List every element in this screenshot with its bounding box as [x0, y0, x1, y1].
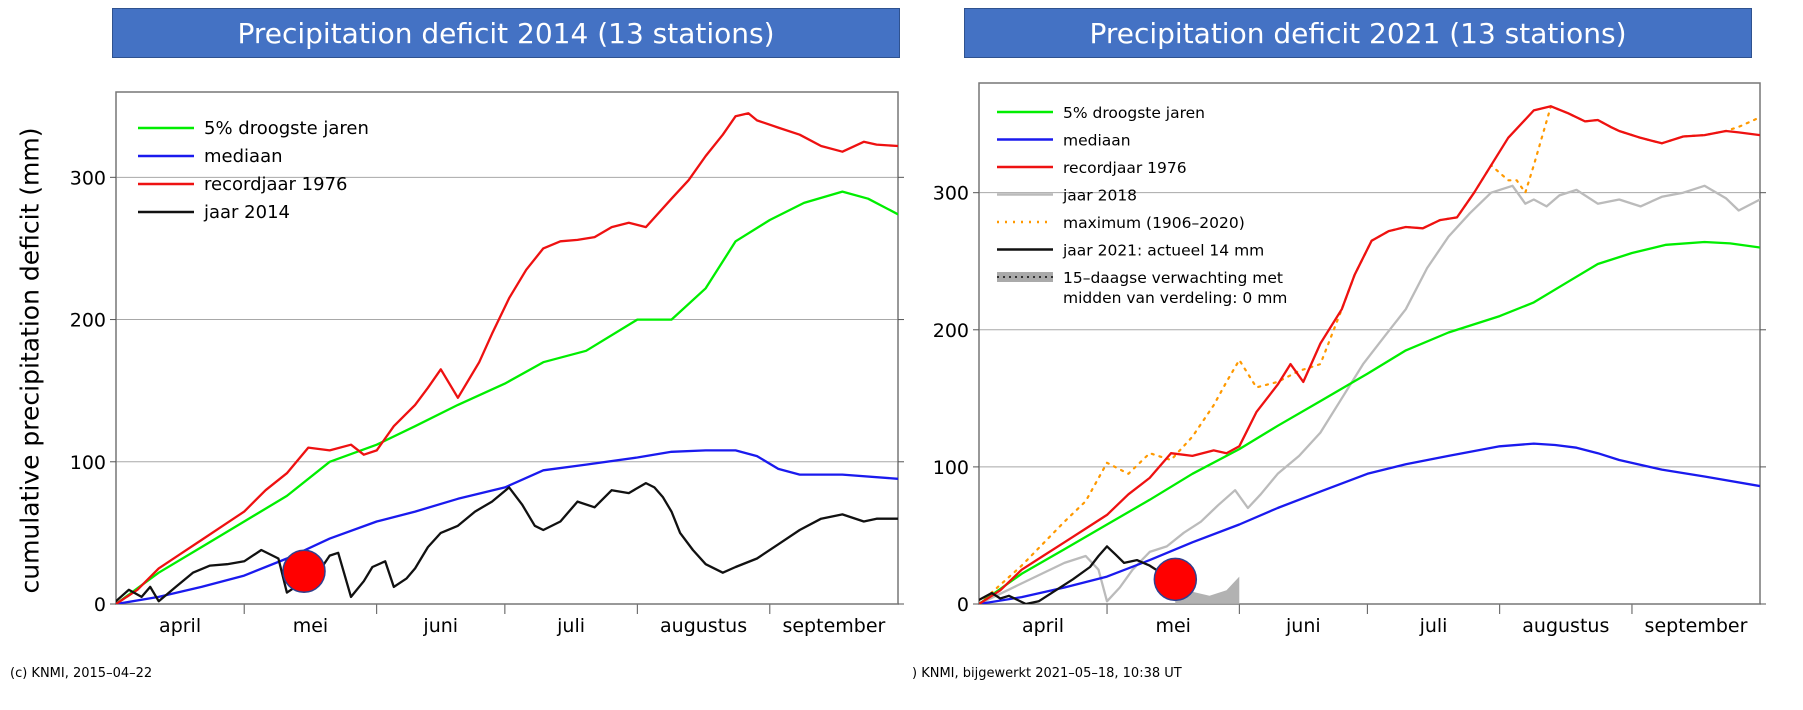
legend-label-maximum-1906-2020: maximum (1906–2020): [1063, 214, 1245, 232]
plot-series-group: [116, 112, 898, 604]
legend-label-mediaan: mediaan: [204, 146, 283, 167]
plot-frame: [978, 82, 1761, 605]
y-tick-label-200: 200: [70, 310, 106, 332]
y-tick-label-300: 300: [933, 183, 969, 205]
red-circle-marker: [282, 549, 326, 594]
series-line-jaar-2018: [979, 184, 1760, 604]
legend-label-recordjaar-1976: recordjaar 1976: [204, 174, 348, 195]
x-tick-label-juni: juni: [422, 615, 458, 637]
x-tick-label-juli: juli: [1419, 615, 1448, 637]
x-tick-label-september: september: [1645, 615, 1748, 637]
y-tick-label-0: 0: [94, 594, 106, 616]
legend-label-5-droogste-jaren: 5% droogste jaren: [204, 118, 369, 139]
x-tick-label-april: april: [1022, 615, 1064, 637]
legend-swatch-band: [997, 272, 1053, 282]
chart-title-2014: Precipitation deficit 2014 (13 stations): [112, 8, 900, 58]
legend-label-jaar-2014: jaar 2014: [203, 202, 290, 223]
credit-footer-2021: ) KNMI, bijgewerkt 2021–05–18, 10:38 UT: [912, 666, 1182, 681]
x-tick-label-september: september: [782, 615, 885, 637]
chart-title-2021: Precipitation deficit 2021 (13 stations): [964, 8, 1752, 58]
x-tick-label-april: april: [159, 615, 201, 637]
legend-label-jaar-2018: jaar 2018: [1062, 187, 1137, 205]
series-line-jaar-2014: [116, 481, 898, 603]
series-line-5-droogste-jaren: [979, 240, 1760, 604]
legend-label-jaar-2021-actueel-14-mm: jaar 2021: actueel 14 mm: [1062, 242, 1264, 260]
legend-label-mediaan: mediaan: [1063, 132, 1131, 150]
series-line-jaar-2021-actueel-14-mm: [979, 545, 1177, 604]
series-line-5-droogste-jaren: [116, 190, 898, 604]
x-tick-label-juni: juni: [1285, 615, 1321, 637]
series-line-mediaan: [116, 449, 898, 604]
x-tick-label-mei: mei: [1155, 615, 1190, 637]
legend-label-recordjaar-1976: recordjaar 1976: [1063, 159, 1187, 177]
plot-series-group: [979, 105, 1760, 604]
legend-label-15-daagse-verwachting-met-midden-van-verdeling-0-mm: 15–daagse verwachting met: [1063, 269, 1283, 287]
x-tick-label-augustus: augustus: [1522, 615, 1609, 637]
y-tick-label-100: 100: [70, 452, 106, 474]
y-tick-label-0: 0: [957, 594, 969, 616]
plot-frame: [115, 91, 899, 605]
y-tick-label-100: 100: [933, 457, 969, 479]
plot-2021: 0 100 200 300 april mei juni juli augustus septem…: [933, 82, 1766, 637]
series-band-15-daagse-verwachting-met: [1175, 576, 1240, 604]
x-tick-label-augustus: augustus: [660, 615, 747, 637]
series-line-mediaan: [979, 442, 1760, 604]
series-line-recordjaar-1976: [979, 105, 1760, 604]
series-line-recordjaar-1976: [116, 112, 898, 604]
red-circle-marker: [1153, 557, 1198, 602]
y-tick-label-200: 200: [933, 320, 969, 342]
x-tick-label-juli: juli: [556, 615, 585, 637]
plot-2014: 0 100 200 300 april mei juni juli augustus septem…: [70, 91, 904, 637]
x-tick-label-mei: mei: [293, 615, 328, 637]
y-tick-label-300: 300: [70, 167, 106, 189]
legend-label-15-daagse-verwachting-met-midden-van-verdeling-0-mm: midden van verdeling: 0 mm: [1063, 289, 1287, 307]
legend-label-5-droogste-jaren: 5% droogste jaren: [1063, 104, 1205, 122]
credit-footer-2014: (c) KNMI, 2015–04–22: [10, 666, 153, 681]
